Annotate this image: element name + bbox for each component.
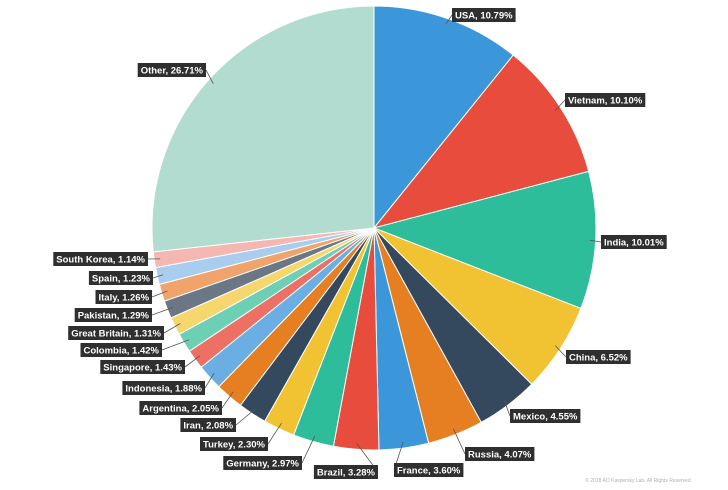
- slice-label: Other, 26.71%: [137, 63, 206, 77]
- leader-line: [589, 239, 602, 243]
- slice-label-box: [565, 93, 646, 107]
- slice-label-box: [80, 343, 162, 357]
- slice-label: Singapore, 1.43%: [100, 360, 185, 374]
- slice-label-text: Other, 26.71%: [141, 66, 204, 77]
- slice-label-box: [137, 63, 206, 77]
- leader-line: [163, 323, 181, 334]
- slice-label-box: [180, 418, 236, 432]
- leader-line: [204, 372, 215, 389]
- leader-line: [453, 428, 466, 455]
- leader-line: [445, 14, 453, 25]
- pie-slices: [151, 5, 597, 451]
- slice-label-text: Argentina, 2.05%: [142, 404, 219, 415]
- slice-label: Pakistan, 1.29%: [74, 308, 152, 322]
- slice-label-box: [510, 409, 581, 423]
- slice-label: India, 10.01%: [601, 235, 667, 249]
- slice-label-text: Colombia, 1.42%: [84, 346, 160, 357]
- slice-label: Argentina, 2.05%: [139, 401, 222, 415]
- leader-line: [151, 307, 174, 316]
- leader-line: [503, 400, 511, 417]
- slice-label-box: [601, 235, 667, 249]
- slice-label-box: [223, 456, 302, 470]
- pie-slice: [372, 170, 597, 310]
- slice-label: South Korea, 1.14%: [53, 252, 148, 266]
- slice-label-box: [53, 252, 148, 266]
- slice-label: Indonesia, 1.88%: [122, 381, 205, 395]
- slice-label-box: [74, 308, 152, 322]
- slice-label-box: [465, 447, 535, 461]
- slice-label-text: Pakistan, 1.29%: [78, 311, 150, 322]
- slice-label: Spain, 1.23%: [88, 271, 153, 285]
- pie-slice: [151, 5, 375, 253]
- slice-label-text: Turkey, 2.30%: [203, 440, 266, 451]
- slice-label-text: Mexico, 4.55%: [513, 412, 578, 423]
- leader-line: [301, 435, 316, 464]
- slice-label-text: Germany, 2.97%: [226, 459, 299, 470]
- copyright-notice: © 2018 AO Kaspersky Lab. All Rights Rese…: [585, 478, 692, 484]
- slice-label: Colombia, 1.42%: [80, 343, 162, 357]
- slice-label: Great Britain, 1.31%: [68, 326, 164, 340]
- slice-label: China, 6.52%: [566, 350, 631, 364]
- slice-label-text: China, 6.52%: [569, 353, 628, 364]
- slice-label-text: India, 10.01%: [604, 238, 664, 249]
- slice-label: Brazil, 3.28%: [313, 465, 378, 479]
- pie-slice: [372, 54, 590, 229]
- slice-label: France, 3.60%: [394, 463, 464, 477]
- slice-label-text: Singapore, 1.43%: [103, 363, 182, 374]
- slice-label-box: [452, 8, 516, 22]
- leader-line: [554, 345, 567, 358]
- slice-label-box: [122, 381, 205, 395]
- slice-label-text: France, 3.60%: [397, 466, 461, 477]
- slice-label-box: [200, 437, 268, 451]
- slice-label-box: [139, 401, 222, 415]
- slice-labels: USA, 10.79% Vietnam, 10.10% India, 10.01% C…: [53, 8, 667, 479]
- slice-label-text: USA, 10.79%: [455, 11, 513, 22]
- slice-label: USA, 10.79%: [452, 8, 516, 22]
- pie-slice: [373, 5, 514, 230]
- leader-line: [205, 69, 214, 84]
- slice-label-text: South Korea, 1.14%: [56, 255, 145, 266]
- slice-label: Italy, 1.26%: [95, 290, 152, 304]
- slice-label: Russia, 4.07%: [465, 447, 535, 461]
- leader-line: [152, 274, 164, 279]
- leader-line: [221, 391, 234, 409]
- slice-label-box: [88, 271, 153, 285]
- slice-label-box: [68, 326, 164, 340]
- slice-label-text: Iran, 2.08%: [183, 421, 233, 432]
- slice-label: Vietnam, 10.10%: [565, 93, 646, 107]
- leader-line: [235, 408, 256, 426]
- slice-label: Mexico, 4.55%: [510, 409, 581, 423]
- slice-label-box: [566, 350, 631, 364]
- slice-label-box: [313, 465, 378, 479]
- leader-line: [151, 290, 168, 298]
- slice-label: Turkey, 2.30%: [200, 437, 268, 451]
- slice-label-text: Italy, 1.26%: [99, 293, 150, 304]
- leader-line: [161, 339, 190, 351]
- slice-label-text: Spain, 1.23%: [92, 274, 151, 285]
- label-leader-lines: [147, 14, 602, 473]
- slice-label-box: [394, 463, 464, 477]
- slice-label-text: Russia, 4.07%: [468, 450, 532, 461]
- slice-label: Germany, 2.97%: [223, 456, 302, 470]
- leader-line: [184, 355, 201, 368]
- slice-label-box: [95, 290, 152, 304]
- slice-label-box: [100, 360, 185, 374]
- slice-label: Iran, 2.08%: [180, 418, 236, 432]
- slice-label-text: Brazil, 3.28%: [317, 468, 376, 479]
- slice-label-text: Vietnam, 10.10%: [568, 96, 643, 107]
- slice-label-text: Indonesia, 1.88%: [125, 384, 202, 395]
- leader-line: [267, 422, 282, 445]
- leader-line: [554, 99, 566, 111]
- slice-label-text: Great Britain, 1.31%: [71, 329, 161, 340]
